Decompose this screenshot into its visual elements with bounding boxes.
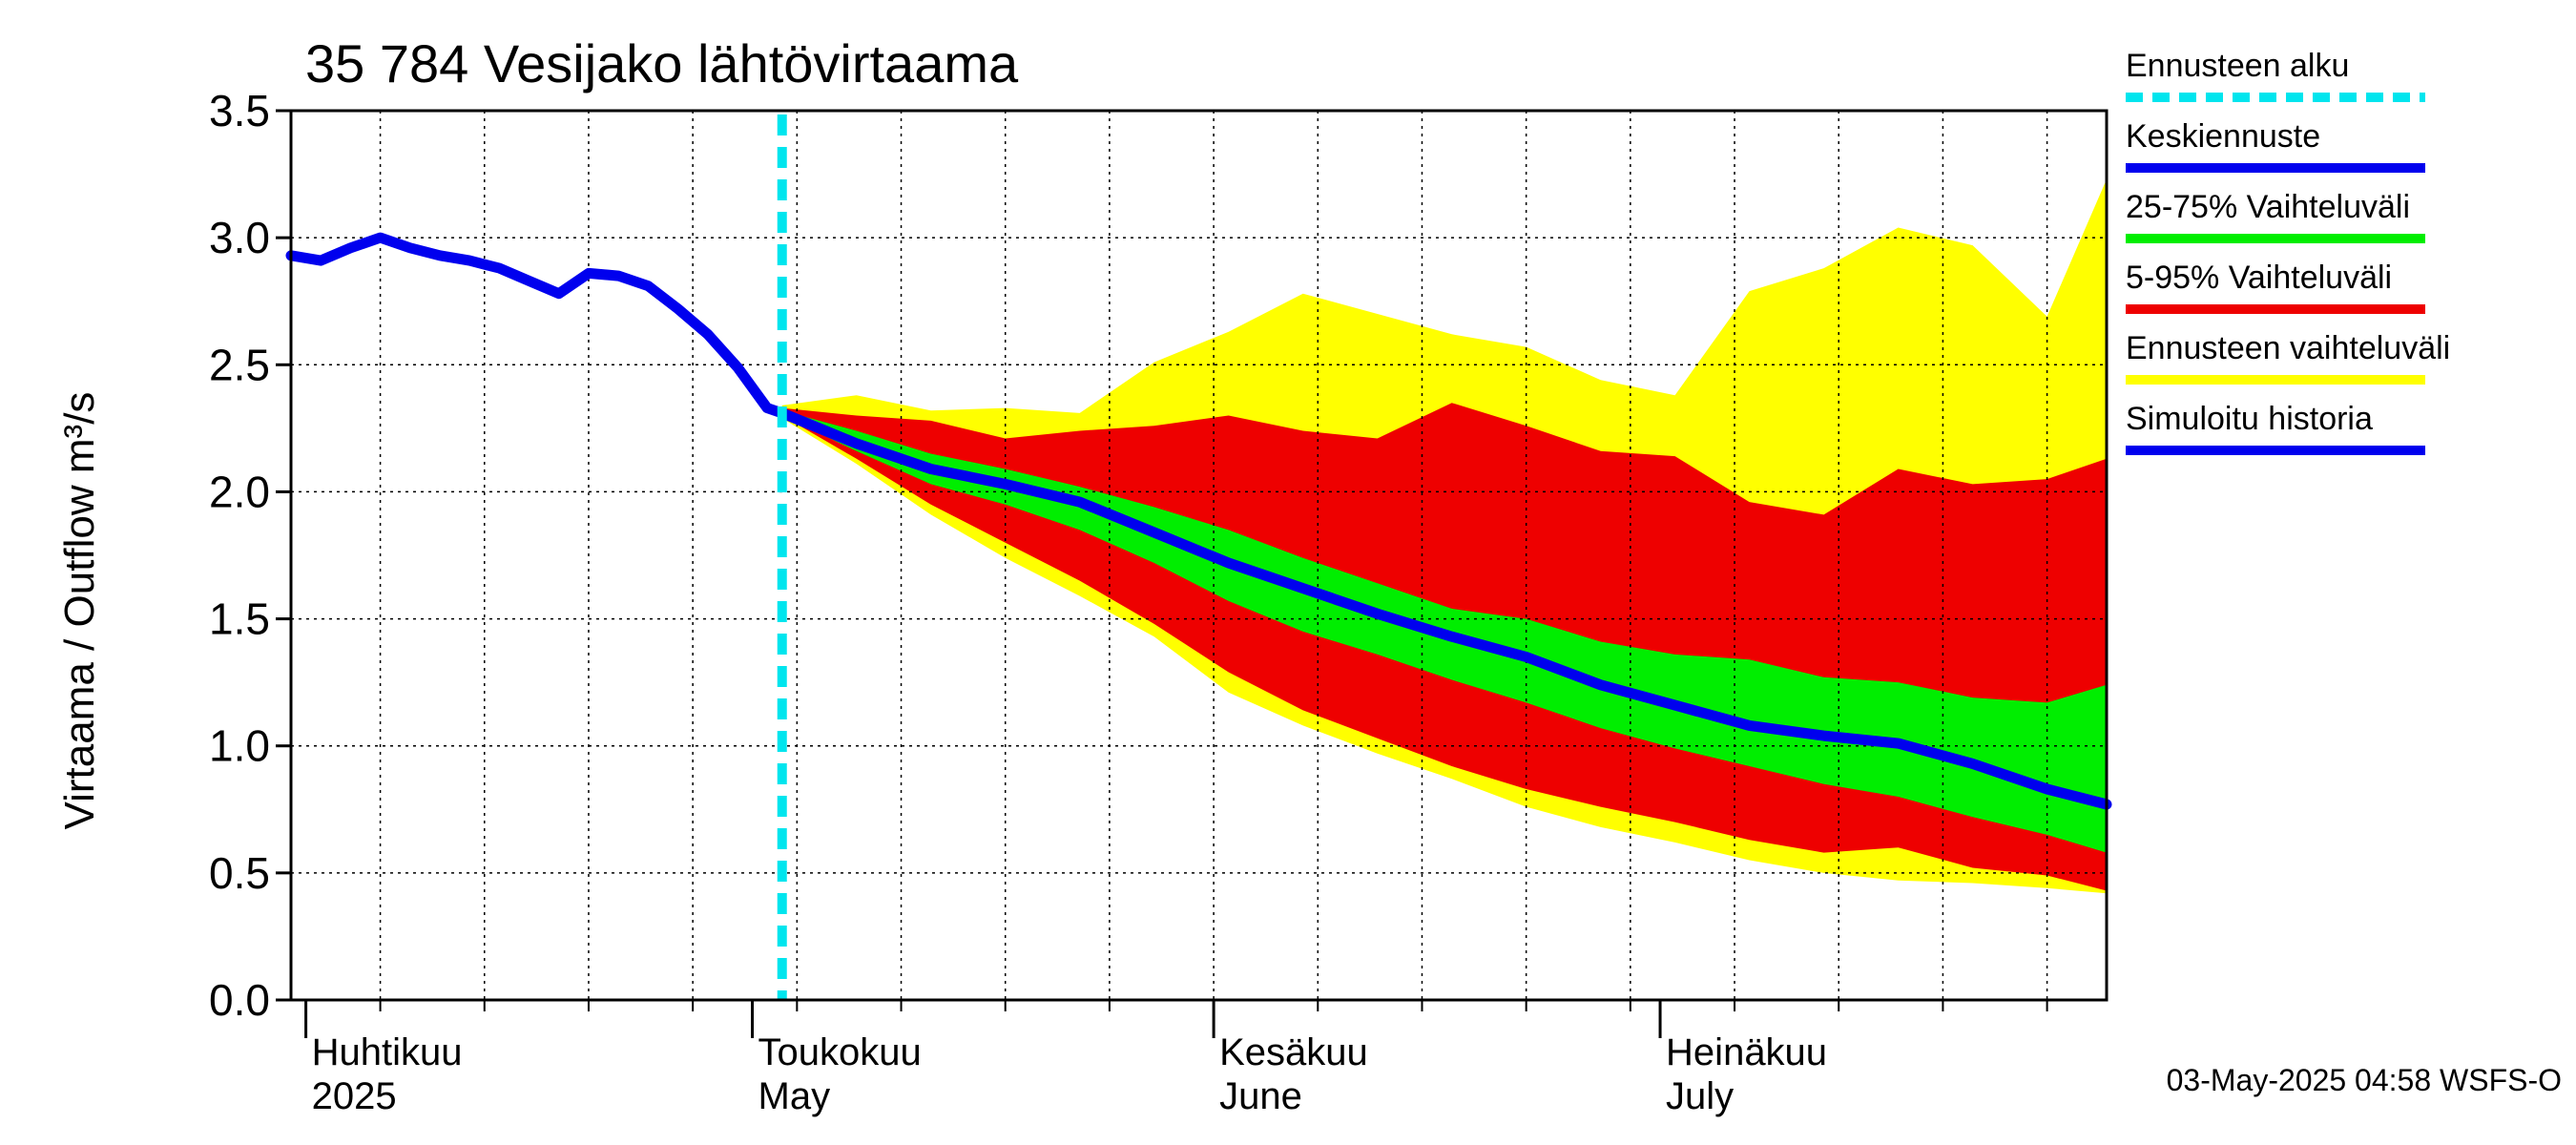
footer-timestamp: 03-May-2025 04:58 WSFS-O (2167, 1063, 2562, 1097)
x-month-sublabel: May (758, 1075, 831, 1117)
legend-label: Ennusteen vaihteluväli (2126, 330, 2450, 366)
legend-label: Simuloitu historia (2126, 401, 2373, 437)
x-month-sublabel: June (1219, 1075, 1302, 1117)
legend: Ennusteen alku Keskiennuste 25-75% Vaihtel… (2126, 48, 2450, 455)
x-month-sublabel: July (1666, 1075, 1734, 1117)
x-month-sublabel: 2025 (312, 1075, 397, 1117)
chart-title: 35 784 Vesijako lähtövirtaama (305, 33, 1019, 94)
series-line-1 (777, 407, 2112, 810)
y-tick-label: 2.0 (209, 467, 270, 516)
y-tick-label: 2.5 (209, 340, 270, 389)
x-month-label: Heinäkuu (1666, 1031, 1827, 1073)
y-tick-label: 3.5 (209, 86, 270, 135)
series-line-0 (285, 232, 788, 419)
bands-layer (781, 178, 2108, 894)
y-tick-label: 1.5 (209, 594, 270, 644)
lines-layer (285, 114, 2112, 1000)
x-month-label: Huhtikuu (312, 1031, 463, 1073)
x-month-label: Kesäkuu (1219, 1031, 1368, 1073)
y-axis-label: Virtaama / Outflow m³/s (56, 392, 103, 830)
plot-frame (289, 109, 2109, 1002)
y-tick-label: 3.0 (209, 213, 270, 262)
legend-label: Keskiennuste (2126, 118, 2320, 155)
legend-label: Ennusteen alku (2126, 48, 2349, 84)
y-tick-label: 0.0 (209, 975, 270, 1025)
legend-label: 5-95% Vaihteluväli (2126, 260, 2392, 296)
legend-label: 25-75% Vaihteluväli (2126, 189, 2410, 225)
y-tick-label: 1.0 (209, 721, 270, 771)
y-tick-label: 0.5 (209, 848, 270, 898)
x-month-label: Toukokuu (758, 1031, 922, 1073)
